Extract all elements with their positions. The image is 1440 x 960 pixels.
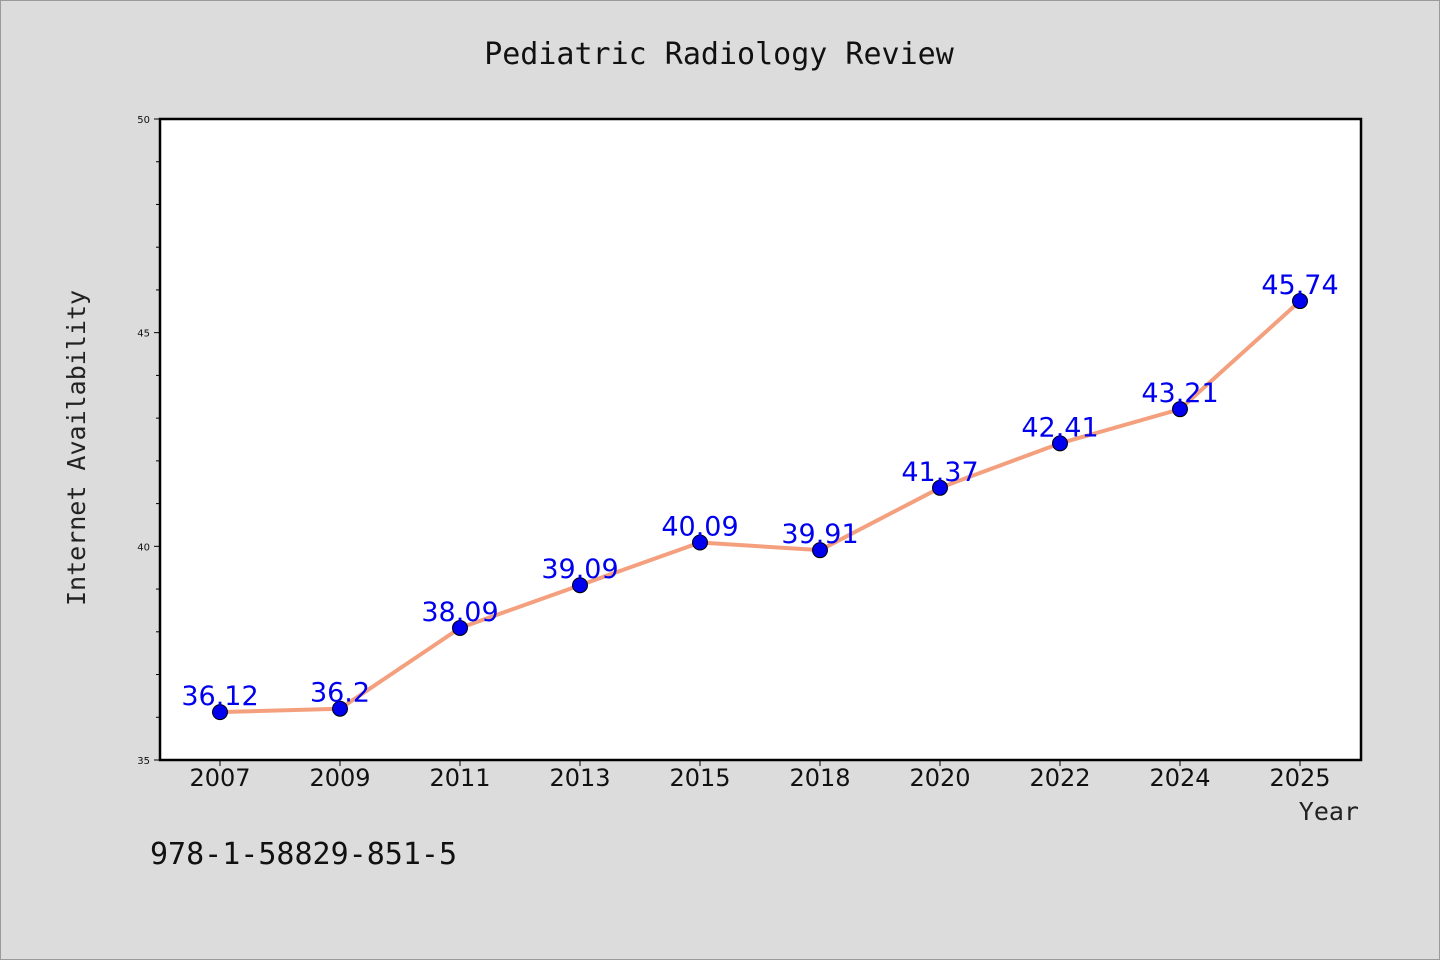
x-tick-label: 2007: [189, 764, 250, 792]
y-tick-label: 35: [137, 756, 150, 767]
x-tick-label: 2025: [1269, 764, 1330, 792]
x-tick-label: 2020: [909, 764, 970, 792]
data-label: 36.2: [310, 678, 370, 709]
data-point: [332, 700, 348, 717]
data-point: [812, 542, 828, 559]
data-label: 41.37: [901, 457, 978, 488]
x-axis: 2007 2009 2011 2013 2015 2018 2020 2022 2024 2025: [189, 760, 1331, 792]
data-point: [572, 577, 588, 594]
y-tick-label: 45: [137, 329, 150, 340]
x-tick-label: 2011: [429, 764, 490, 792]
data-label: 45.74: [1261, 270, 1338, 301]
y-axis: 35 40 45 50: [137, 115, 160, 767]
data-labels: 36.12 36.2 38.09 39.09 40.09 39.91 41.37 42.41 4…: [181, 270, 1338, 712]
data-label: 39.09: [541, 554, 618, 585]
data-label: 43.21: [1141, 378, 1218, 409]
data-label: 42.41: [1021, 412, 1098, 443]
x-tick-label: 2009: [309, 764, 370, 792]
x-tick-label: 2013: [549, 764, 610, 792]
data-label: 39.91: [781, 519, 858, 550]
data-point: [1052, 435, 1068, 452]
y-tick-label: 40: [137, 542, 150, 553]
data-point: [212, 704, 228, 721]
isbn-code: 978-1-58829-851-5: [150, 837, 457, 872]
x-tick-label: 2024: [1149, 764, 1210, 792]
data-point: [1292, 293, 1308, 310]
data-label: 40.09: [661, 511, 738, 542]
series-markers: [212, 293, 1308, 721]
chart-title: Pediatric Radiology Review: [484, 37, 955, 72]
y-tick-label: 50: [137, 115, 150, 126]
plot-area: [158, 117, 1363, 762]
data-point: [932, 479, 948, 496]
x-tick-label: 2022: [1029, 764, 1090, 792]
x-axis-label: Year: [1299, 797, 1359, 826]
data-label: 38.09: [421, 597, 498, 628]
x-tick-label: 2015: [669, 764, 730, 792]
y-axis-label: Internet Availability: [62, 290, 91, 606]
data-point: [692, 534, 708, 551]
data-point: [452, 619, 468, 636]
data-label: 36.12: [181, 681, 258, 712]
x-tick-label: 2018: [789, 764, 850, 792]
series-line: [219, 299, 1302, 715]
data-point: [1172, 401, 1188, 418]
